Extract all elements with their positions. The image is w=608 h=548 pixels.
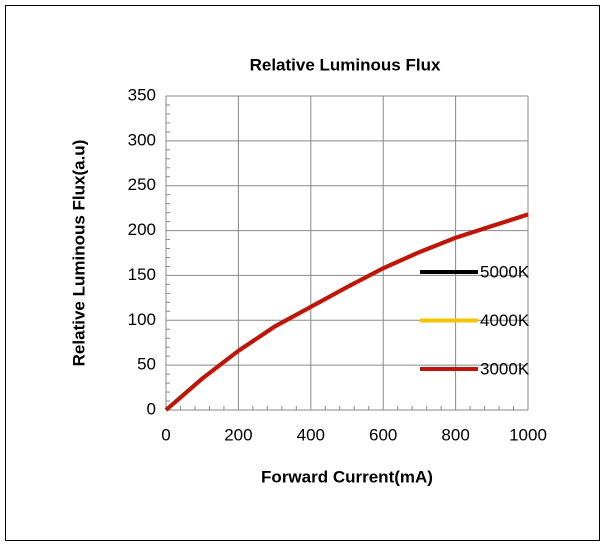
x-tick-label: 200 — [224, 425, 252, 444]
legend-label: 4000K — [480, 311, 530, 330]
y-tick-label: 150 — [128, 265, 156, 284]
y-axis-label: Relative Luminous Flux(a.u) — [69, 140, 88, 367]
chart-title: Relative Luminous Flux — [250, 55, 441, 74]
legend-label: 3000K — [480, 359, 530, 378]
x-tick-label: 400 — [297, 425, 325, 444]
x-tick-label: 800 — [441, 425, 469, 444]
legend-label: 5000K — [480, 262, 530, 281]
series-line — [164, 212, 529, 412]
y-tick-label: 250 — [128, 175, 156, 194]
y-tick-label: 350 — [128, 85, 156, 104]
x-axis-label: Forward Current(mA) — [261, 467, 433, 486]
y-tick-label: 0 — [147, 399, 156, 418]
y-tick-label: 200 — [128, 220, 156, 239]
chart-frame — [5, 5, 600, 541]
x-tick-label: 0 — [161, 425, 170, 444]
y-tick-label: 50 — [137, 355, 156, 374]
x-tick-label: 600 — [369, 425, 397, 444]
x-tick-label: 1000 — [509, 425, 547, 444]
y-tick-label: 100 — [128, 310, 156, 329]
y-tick-label: 300 — [128, 130, 156, 149]
